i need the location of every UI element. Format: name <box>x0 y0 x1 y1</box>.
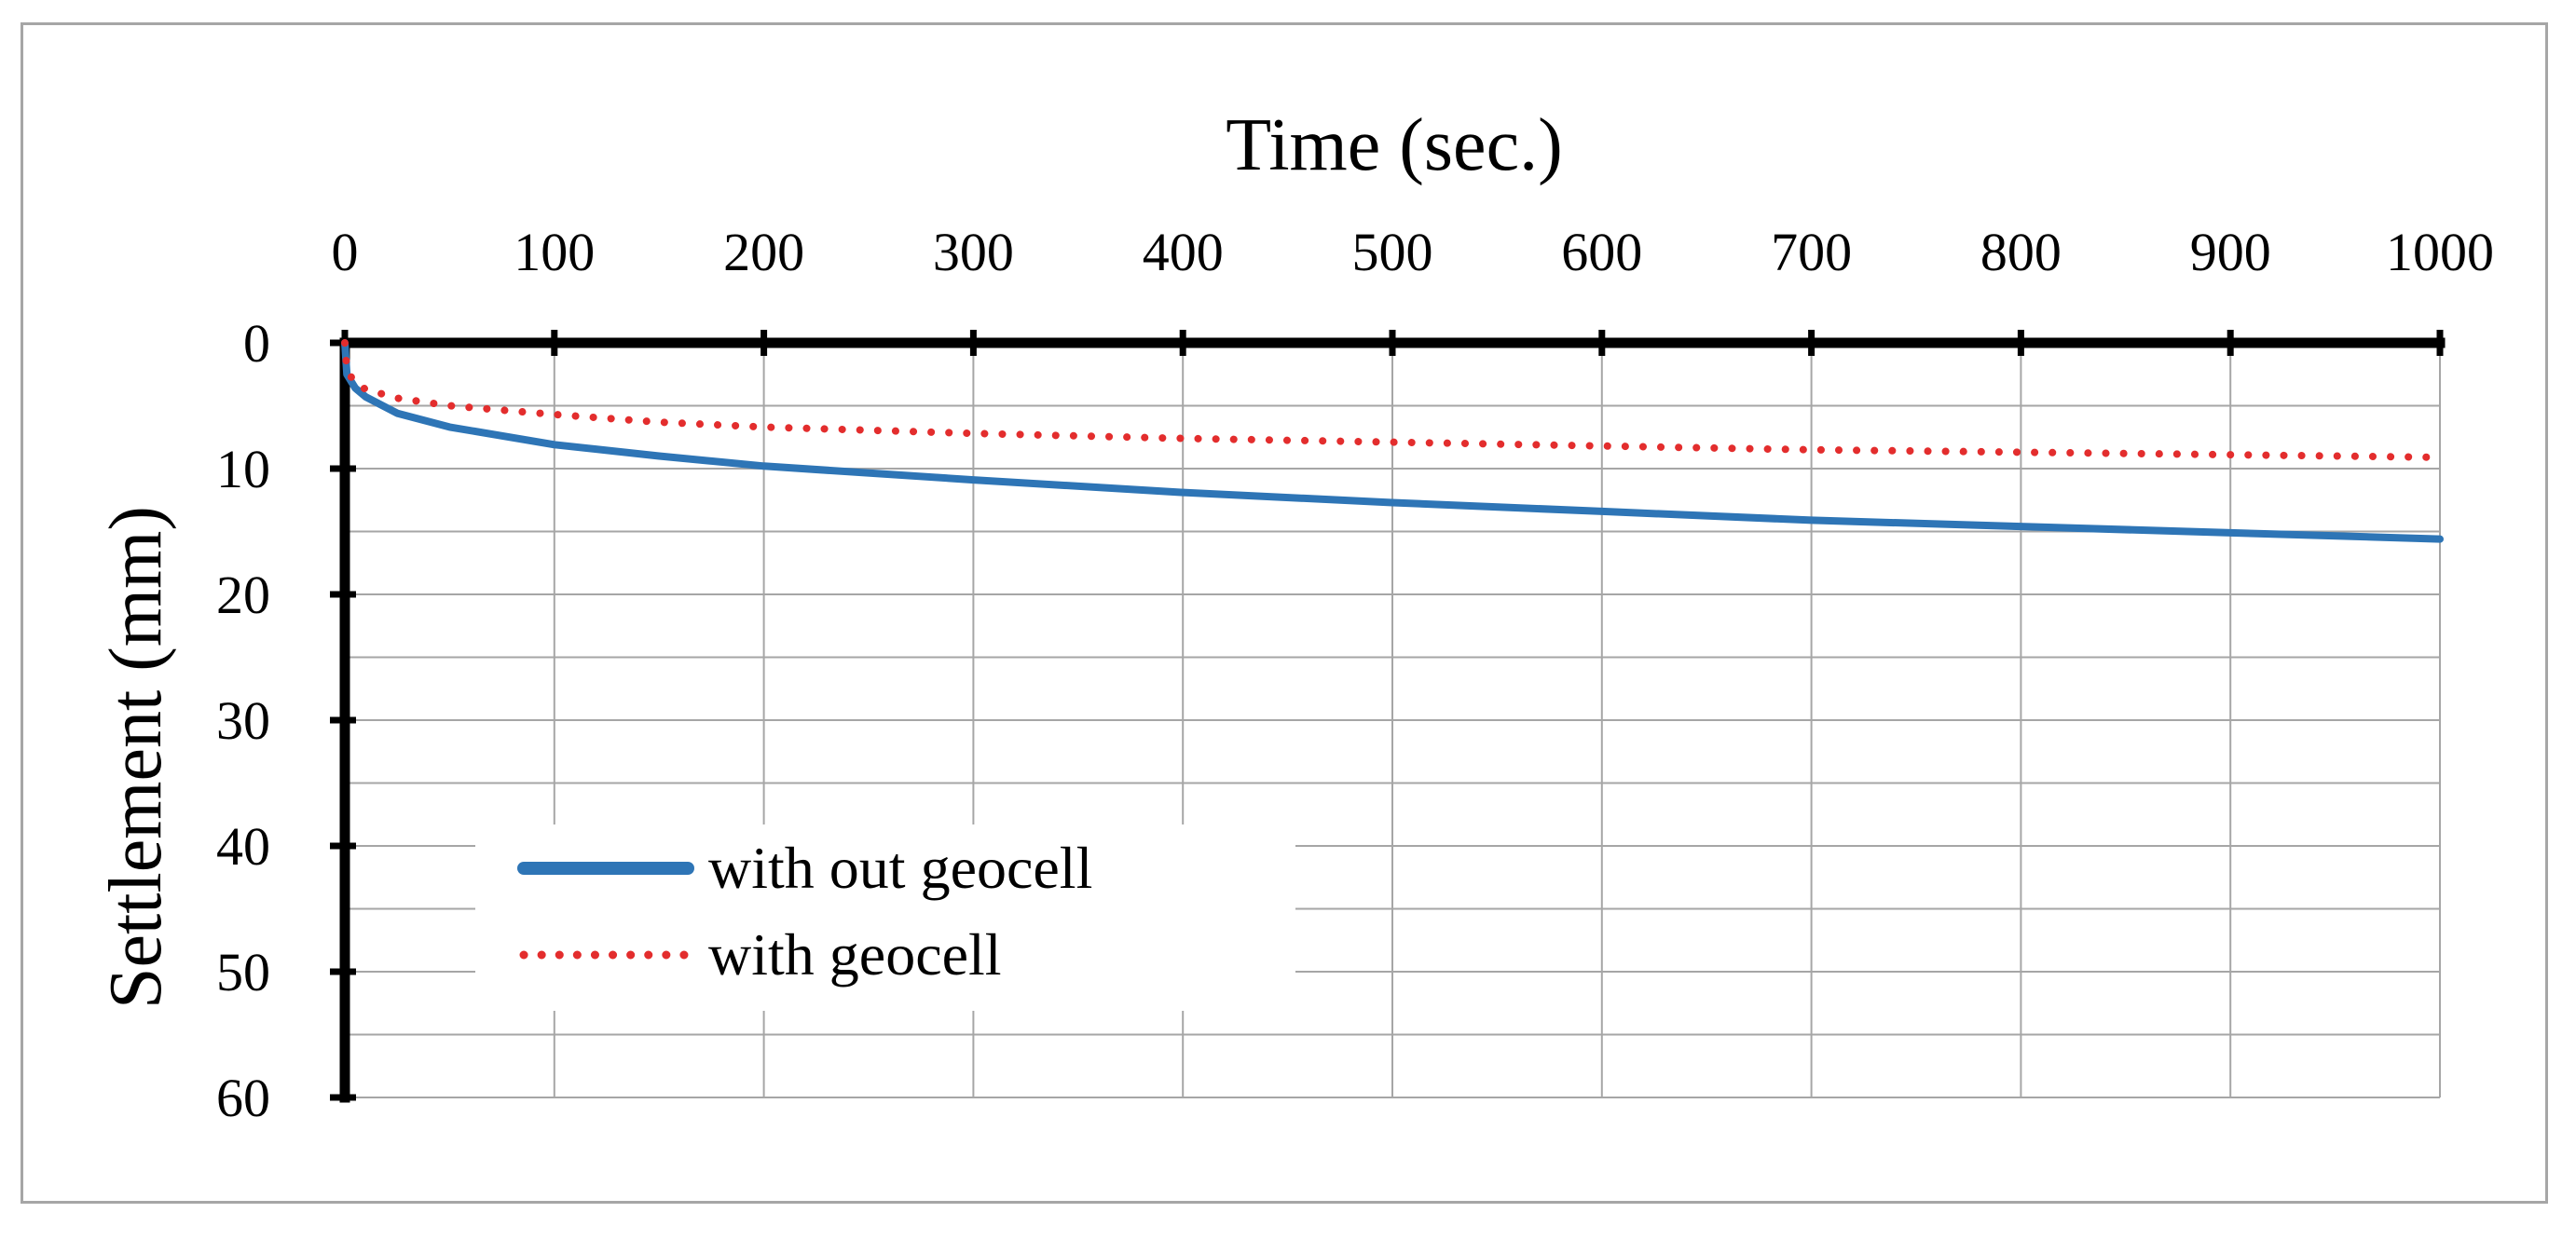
series-lines <box>341 339 2444 543</box>
tick-labels: 0 100 200 300 400 500 600 700 800 900 1000 0 10 20 30 4… <box>216 222 2494 1128</box>
legend-label-with-out-geocell: with out geocell <box>708 835 1092 901</box>
x-tick-label: 500 <box>1352 222 1433 282</box>
series-line-with-geocell <box>341 339 2444 461</box>
legend: with out geocell with geocell <box>475 824 1295 1011</box>
x-tick-label: 400 <box>1143 222 1224 282</box>
y-axis-title: Settlement (mm) <box>95 506 177 1009</box>
y-tick-label: 50 <box>216 942 270 1002</box>
y-tick-label: 10 <box>216 439 270 499</box>
x-tick-label: 100 <box>514 222 595 282</box>
y-tick-label: 20 <box>216 565 270 625</box>
x-tick-label: 1000 <box>2386 222 2494 282</box>
legend-label-with-geocell: with geocell <box>708 921 1002 988</box>
y-tick-label: 40 <box>216 816 270 877</box>
x-tick-label: 700 <box>1771 222 1852 282</box>
y-tick-label: 0 <box>243 313 270 374</box>
x-tick-label: 200 <box>723 222 804 282</box>
x-tick-label: 900 <box>2190 222 2271 282</box>
x-tick-label: 0 <box>332 222 359 282</box>
x-tick-label: 600 <box>1561 222 1642 282</box>
x-tick-label: 800 <box>1980 222 2062 282</box>
x-tick-label: 300 <box>933 222 1014 282</box>
legend-background <box>475 824 1295 1011</box>
series-line-with-out-geocell <box>341 339 2444 543</box>
x-axis-title: Time (sec.) <box>1226 104 1562 186</box>
y-tick-label: 30 <box>216 690 270 751</box>
y-tick-label: 60 <box>216 1068 270 1128</box>
